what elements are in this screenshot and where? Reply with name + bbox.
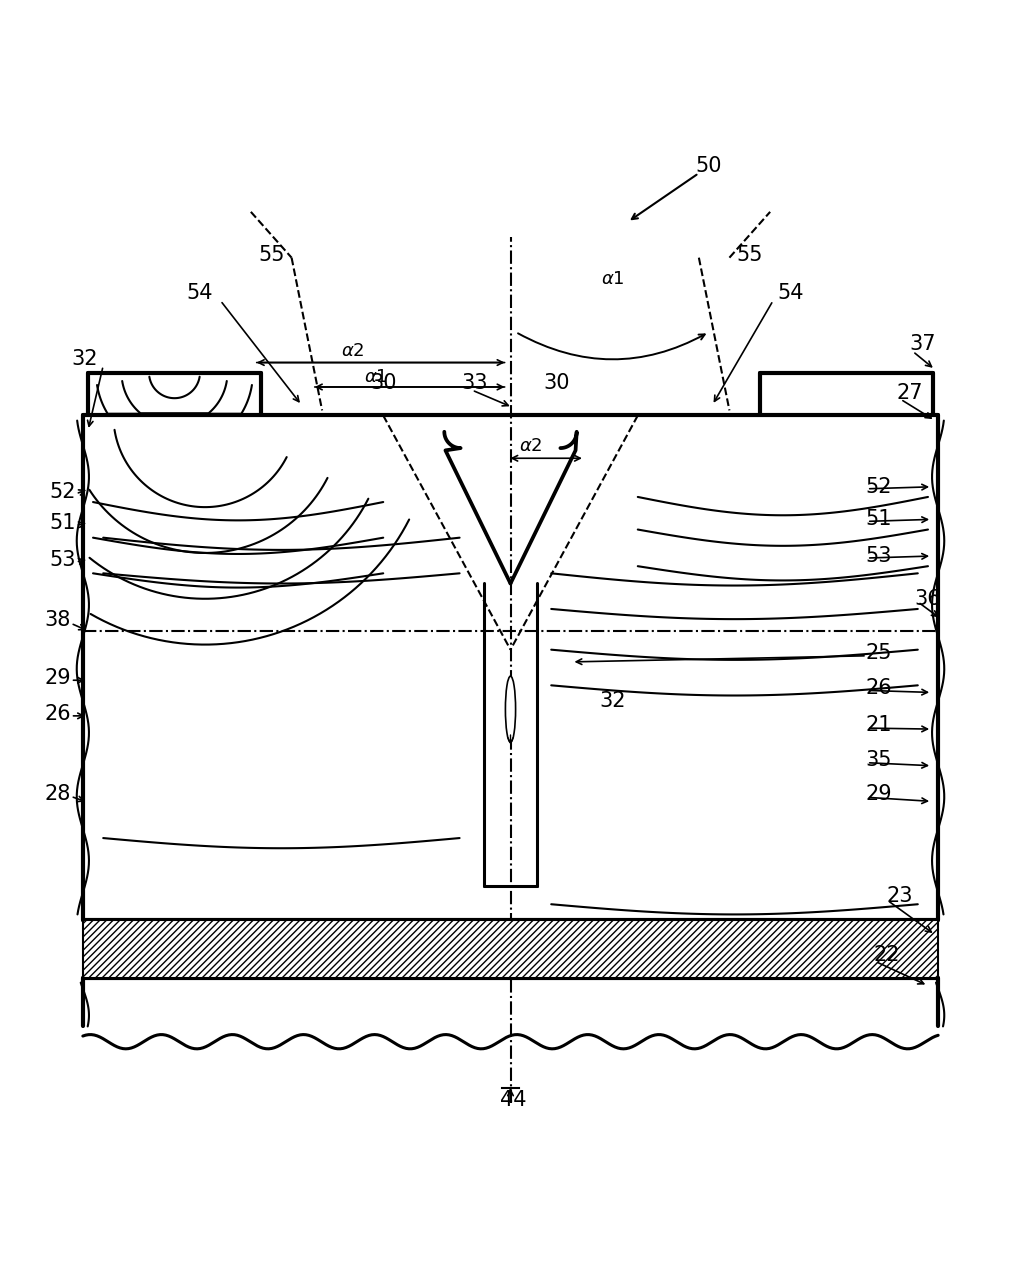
- Text: 52: 52: [49, 482, 76, 501]
- Text: 21: 21: [866, 715, 892, 735]
- Text: 33: 33: [461, 373, 488, 393]
- Text: 44: 44: [500, 1090, 527, 1110]
- Text: 38: 38: [44, 610, 70, 631]
- Text: 54: 54: [187, 284, 213, 303]
- Text: 55: 55: [736, 244, 763, 265]
- Text: 51: 51: [49, 513, 76, 533]
- Text: 30: 30: [370, 373, 396, 393]
- Text: 29: 29: [866, 784, 892, 804]
- Text: 23: 23: [886, 886, 913, 906]
- Text: 55: 55: [258, 244, 285, 265]
- Ellipse shape: [505, 677, 516, 742]
- Text: 52: 52: [866, 477, 892, 496]
- Text: 26: 26: [866, 678, 892, 698]
- Text: 26: 26: [44, 703, 70, 724]
- Text: 53: 53: [49, 550, 76, 570]
- Text: $\alpha$2: $\alpha$2: [519, 437, 543, 455]
- Bar: [83, 920, 938, 977]
- Text: 29: 29: [44, 668, 70, 688]
- Text: 50: 50: [695, 156, 722, 177]
- Text: 25: 25: [866, 643, 892, 663]
- Text: $\alpha$1: $\alpha$1: [364, 368, 388, 386]
- Text: 36: 36: [915, 588, 941, 609]
- Text: 32: 32: [71, 349, 98, 370]
- Text: $\alpha$1: $\alpha$1: [600, 270, 624, 288]
- Text: 53: 53: [866, 546, 892, 567]
- Text: 54: 54: [777, 284, 804, 303]
- Text: 28: 28: [44, 784, 70, 804]
- Text: 37: 37: [910, 334, 936, 354]
- Text: $\alpha$2: $\alpha$2: [341, 343, 364, 361]
- Text: 30: 30: [543, 373, 570, 393]
- Text: 22: 22: [874, 945, 901, 966]
- Text: 27: 27: [896, 384, 923, 403]
- Text: 32: 32: [599, 691, 626, 711]
- Text: 51: 51: [866, 509, 892, 530]
- Text: 35: 35: [866, 749, 892, 770]
